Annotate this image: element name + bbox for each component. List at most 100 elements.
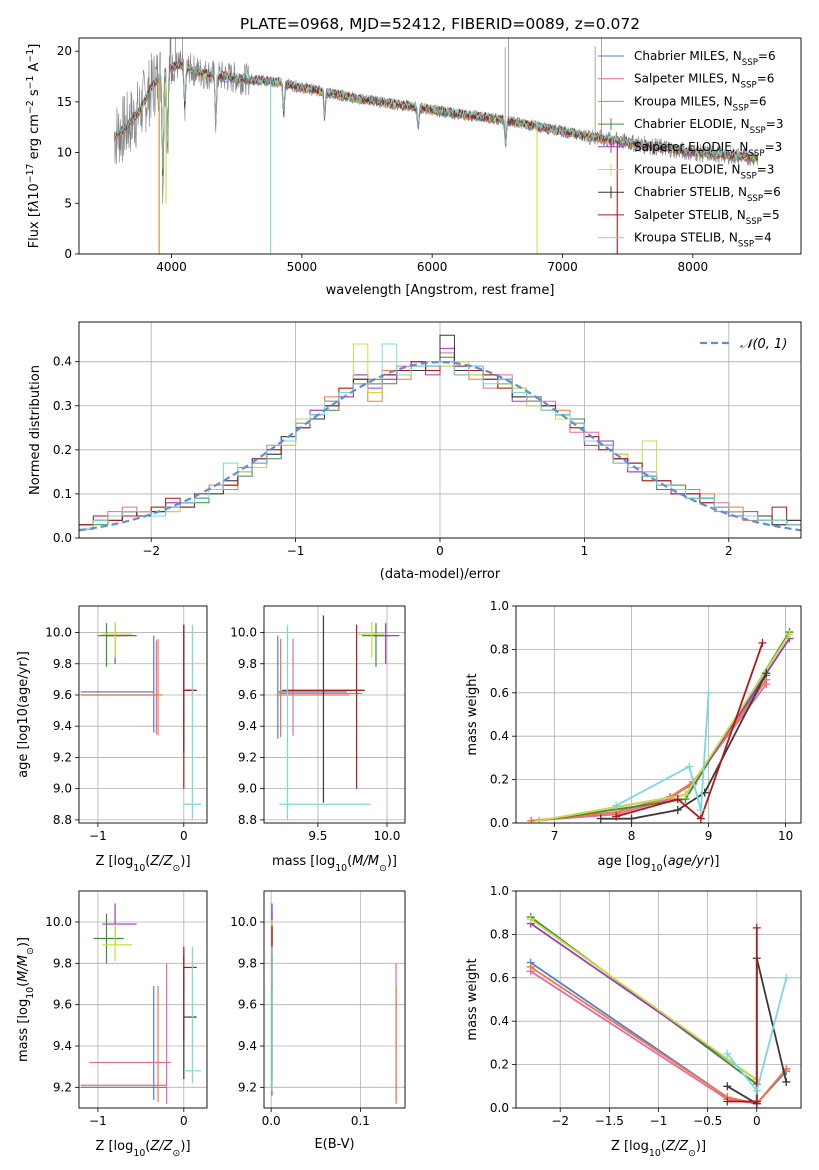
x-tick-label: 1 bbox=[581, 544, 589, 558]
x-tick-label: 0 bbox=[180, 1114, 188, 1128]
weight-marker bbox=[723, 1049, 732, 1058]
weight-line bbox=[538, 633, 791, 822]
mass_vs_EBV-xlabel: E(B-V) bbox=[314, 1137, 354, 1152]
y-tick-label: 0.1 bbox=[53, 487, 72, 501]
weight_vs_age-xlabel: age [log10(age/yr)] bbox=[597, 854, 719, 874]
y-tick-label: 0.0 bbox=[490, 1101, 509, 1115]
y-tick-label: 10.0 bbox=[230, 626, 257, 640]
age_vs_Z-ticks: −1 0 8.8 9.0 9.2 9.4 9.6 9.8 10.0 bbox=[45, 626, 187, 843]
mass_vs_EBV-frame bbox=[263, 890, 406, 1109]
weight-marker bbox=[696, 805, 705, 814]
y-tick-label: 0.8 bbox=[490, 927, 509, 941]
mass_vs_Z-panel: −1 0 9.2 9.4 9.6 9.8 10.0 Z [log10(Z/Z⊙)] mass [… bbox=[16, 890, 208, 1159]
residuals-ticks: −2 −1 0 1 2 0.0 0.1 0.2 0.3 0.4 bbox=[53, 355, 733, 558]
weight-line bbox=[600, 672, 768, 820]
weight-marker bbox=[785, 630, 794, 639]
y-tick-label: 9.4 bbox=[53, 1039, 72, 1053]
x-tick-label: 2 bbox=[725, 544, 733, 558]
legend-label: Kroupa MILES, NSSP=6 bbox=[634, 94, 767, 113]
y-tick-label: 9.2 bbox=[238, 750, 257, 764]
residuals-frame bbox=[78, 321, 802, 539]
weight_vs_age-plot-area bbox=[527, 628, 794, 823]
weight-line bbox=[531, 679, 768, 822]
x-tick-label: −2 bbox=[551, 1114, 569, 1128]
weight-marker bbox=[762, 669, 771, 678]
weight-marker bbox=[526, 915, 535, 924]
x-tick-label: 7 bbox=[551, 829, 559, 843]
legend-label: Salpeter STELIB, NSSP=5 bbox=[634, 208, 780, 227]
y-tick-label: 5 bbox=[64, 196, 72, 210]
spectrum-xlabel: wavelength [Angstrom, rest frame] bbox=[326, 283, 555, 298]
weight-marker bbox=[704, 688, 713, 697]
weight-marker bbox=[596, 814, 605, 823]
weight-marker bbox=[723, 1082, 732, 1091]
x-tick-label: 9 bbox=[705, 829, 713, 843]
y-tick-label: 9.4 bbox=[53, 719, 72, 733]
x-tick-label: −2 bbox=[142, 544, 160, 558]
spectrum-model-line bbox=[113, 60, 759, 170]
weight_vs_Z-panel: −2 −1.5 −1 −0.5 0 0.0 0.2 0.4 0.6 0.8 1.0 Z [log10(… bbox=[465, 884, 802, 1159]
spectrum-ticks: 4000 5000 6000 7000 8000 0 5 10 15 20 bbox=[57, 44, 708, 274]
age_vs_Z-frame bbox=[78, 605, 208, 824]
y-tick-label: 0.0 bbox=[53, 531, 72, 545]
figure-title: PLATE=0968, MJD=52412, FIBERID=0089, z=0… bbox=[240, 15, 640, 33]
weight-line bbox=[615, 692, 710, 811]
y-tick-label: 8.8 bbox=[238, 813, 257, 827]
weight-marker bbox=[782, 1077, 791, 1086]
weight_vs_age-panel: 7 8 9 10 0.0 0.2 0.4 0.6 0.8 1.0 age [log10(age/yr… bbox=[465, 599, 802, 874]
y-tick-label: 0.4 bbox=[53, 355, 72, 369]
spectrum-legend: Chabrier MILES, NSSP=6 Salpeter MILES, NS… bbox=[598, 49, 783, 250]
age_vs_mass-xlabel: mass [log10(M/M⊙)] bbox=[272, 854, 397, 874]
age_vs_Z-grid bbox=[79, 606, 207, 823]
x-tick-label: 0.0 bbox=[262, 1114, 281, 1128]
spectrum-plot-area bbox=[113, 38, 759, 254]
spectrum-ylabel: Flux [fλ10−17 erg cm−2 s−1 A−1] bbox=[25, 44, 43, 249]
weight-line bbox=[615, 642, 764, 821]
x-tick-label: 0.1 bbox=[351, 1114, 370, 1128]
weight_vs_age-frame bbox=[515, 605, 802, 824]
weight-marker bbox=[673, 805, 682, 814]
residuals-xlabel: (data-model)/error bbox=[380, 567, 501, 582]
y-tick-label: 0 bbox=[64, 247, 72, 261]
y-tick-label: 0.3 bbox=[53, 399, 72, 413]
y-tick-label: 20 bbox=[57, 44, 72, 58]
mass_vs_Z-xlabel: Z [log10(Z/Z⊙)] bbox=[95, 1139, 190, 1159]
x-tick-label: −0.5 bbox=[693, 1114, 722, 1128]
x-tick-label: 5000 bbox=[287, 260, 318, 274]
weight-marker bbox=[612, 812, 621, 821]
legend-label: Kroupa STELIB, NSSP=4 bbox=[634, 231, 772, 250]
weight_vs_age-ticks: 7 8 9 10 0.0 0.2 0.4 0.6 0.8 1.0 bbox=[490, 599, 793, 843]
weight-marker bbox=[752, 1086, 761, 1095]
weight-marker bbox=[685, 762, 694, 771]
y-tick-label: 10.0 bbox=[45, 915, 72, 929]
weight-line bbox=[531, 683, 768, 822]
mass_vs_Z-grid bbox=[79, 891, 207, 1108]
x-tick-label: 9.5 bbox=[308, 829, 327, 843]
weight-line bbox=[531, 674, 768, 822]
weight-line bbox=[530, 918, 758, 1081]
age_vs_mass-grid bbox=[264, 606, 405, 823]
y-tick-label: 10.0 bbox=[45, 626, 72, 640]
x-tick-label: −1 bbox=[89, 829, 107, 843]
mass_vs_Z-ylabel: mass [log10(M/M⊙)] bbox=[16, 937, 36, 1062]
y-tick-label: 0.0 bbox=[490, 816, 509, 830]
spectrum-frame bbox=[78, 37, 802, 255]
weight-marker bbox=[752, 923, 761, 932]
y-tick-label: 8.8 bbox=[53, 813, 72, 827]
y-tick-label: 9.8 bbox=[238, 657, 257, 671]
age_vs_Z-xlabel: Z [log10(Z/Z⊙)] bbox=[95, 854, 190, 874]
age_vs_mass-ticks: 9.5 10.0 8.8 9.0 9.2 9.4 9.6 9.8 10.0 bbox=[230, 626, 400, 843]
legend-label: Salpeter ELODIE, NSSP=3 bbox=[634, 140, 782, 159]
mass_vs_Z-plot-area bbox=[80, 903, 201, 1104]
y-tick-label: 0.2 bbox=[490, 773, 509, 787]
normal-curve bbox=[79, 360, 801, 532]
legend-label: Kroupa ELODIE, NSSP=3 bbox=[634, 163, 774, 182]
x-tick-label: 6000 bbox=[417, 260, 448, 274]
age_vs_Z-panel: −1 0 8.8 9.0 9.2 9.4 9.6 9.8 10.0 Z [log10(Z/Z⊙)]… bbox=[16, 605, 208, 874]
weight-marker bbox=[535, 816, 544, 823]
residuals-plot-area bbox=[79, 334, 801, 538]
mass_vs_Z-frame bbox=[78, 890, 208, 1109]
y-tick-label: 9.8 bbox=[238, 956, 257, 970]
x-tick-label: −1 bbox=[650, 1114, 668, 1128]
x-tick-label: 0 bbox=[180, 829, 188, 843]
